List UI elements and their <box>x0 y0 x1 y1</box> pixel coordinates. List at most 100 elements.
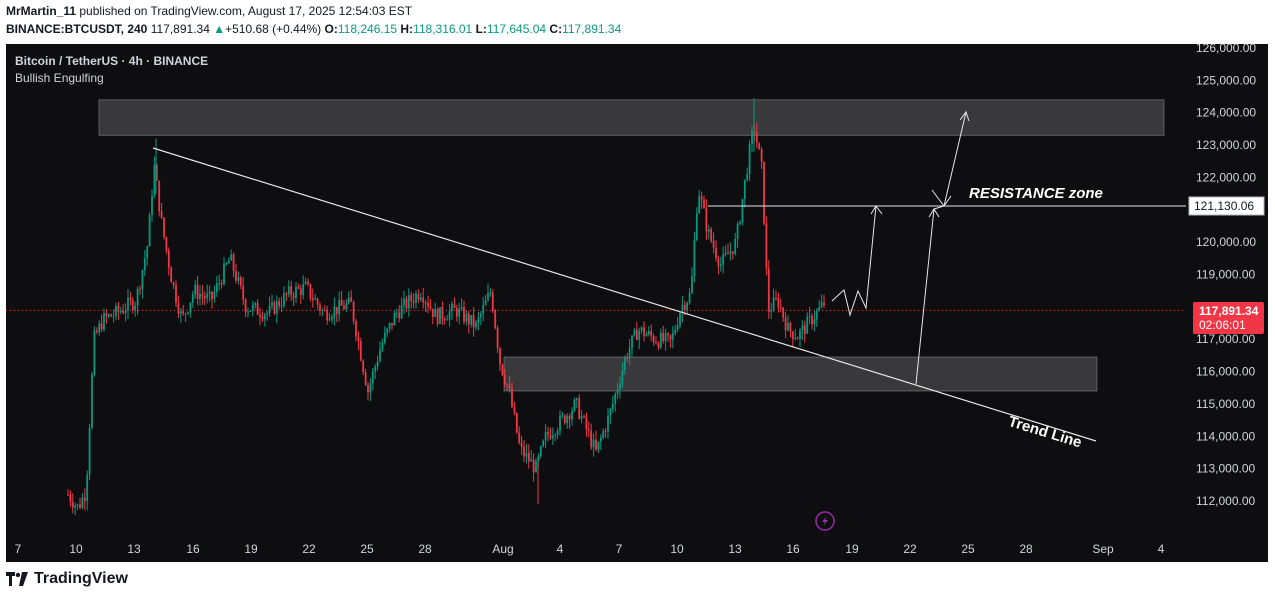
candle-body <box>669 335 672 340</box>
projection-path-1 <box>831 205 877 317</box>
candle-body <box>760 149 763 162</box>
candle-body <box>686 302 689 310</box>
candle-body <box>811 315 813 325</box>
candle-body <box>463 307 465 322</box>
candle-body <box>395 312 398 314</box>
candle-body <box>573 399 576 411</box>
candle-body <box>227 260 230 264</box>
candle-body <box>371 371 374 384</box>
candle-body <box>107 314 110 317</box>
candle-body <box>184 313 187 315</box>
price-tick-label: 120,000.00 <box>1196 235 1256 249</box>
candle-body <box>532 459 535 473</box>
candle-body <box>537 456 540 461</box>
candle-body <box>633 329 636 336</box>
candle-body <box>71 501 74 508</box>
candle-body <box>659 332 662 348</box>
candle-body <box>283 293 285 306</box>
candle-body <box>643 327 645 337</box>
candle-body <box>820 302 823 307</box>
author-name[interactable]: MrMartin_11 <box>6 4 77 18</box>
candle-body <box>386 328 389 333</box>
projection-path-1-arrow-b <box>931 189 952 207</box>
candle-body <box>316 298 319 305</box>
candle-body <box>715 247 717 259</box>
resistance-price-label: 121,130.06 <box>1194 199 1254 213</box>
candle-body <box>369 383 372 393</box>
projection-path-1-arrow <box>870 205 883 215</box>
candle-body <box>239 277 242 286</box>
time-tick-label: 16 <box>786 542 800 556</box>
candle-body <box>213 291 216 300</box>
candle-body <box>343 305 345 310</box>
candle-body <box>179 311 182 314</box>
indicator-label[interactable]: Bullish Engulfing <box>15 71 104 85</box>
time-tick-label: 7 <box>616 542 623 556</box>
candle-body <box>203 296 206 299</box>
candle-body <box>393 313 396 326</box>
candle-body <box>136 288 139 306</box>
chart-title[interactable]: Bitcoin / TetherUS · 4h · BINANCE <box>15 54 209 68</box>
candle-body <box>256 303 259 315</box>
candle-body <box>472 315 475 328</box>
candle-body <box>151 195 153 216</box>
price-chart[interactable]: RESISTANCE zone Trend Line 126,000.00 125… <box>6 44 1268 562</box>
projection-path-2-arrow <box>928 208 940 218</box>
price-tick-label: 117,000.00 <box>1196 332 1255 346</box>
candle-body <box>311 297 314 300</box>
price-tick-label: 113,000.00 <box>1196 462 1255 476</box>
candle-body <box>671 333 674 340</box>
candle-body <box>799 330 801 340</box>
candles-layer <box>67 98 825 516</box>
candle-body <box>443 318 446 320</box>
time-tick-label: 13 <box>728 542 742 556</box>
time-tick-label: 28 <box>418 542 432 556</box>
candle-body <box>748 144 751 174</box>
candle-body <box>208 291 211 294</box>
price-tick-label: 122,000.00 <box>1196 170 1256 184</box>
candle-body <box>501 364 504 375</box>
candle-body <box>427 302 429 307</box>
candle-body <box>777 298 780 308</box>
candle-body <box>705 208 708 232</box>
last-price-badge: 117,891.34 02:06:01 <box>1193 302 1264 334</box>
candle-body <box>664 333 667 342</box>
candle-body <box>367 384 369 393</box>
candle-body <box>755 131 758 143</box>
candle-body <box>139 288 141 290</box>
candle-body <box>163 217 165 238</box>
candle-body <box>647 331 650 335</box>
candle-body <box>112 315 115 317</box>
candle-body <box>506 383 509 385</box>
candle-body <box>441 307 444 319</box>
candle-body <box>743 179 746 199</box>
candle-body <box>400 305 403 319</box>
candle-body <box>251 304 254 311</box>
candle-body <box>131 300 134 311</box>
tradingview-footer[interactable]: TradingView <box>6 570 128 588</box>
candle-body <box>230 254 233 261</box>
candle-body <box>285 293 288 295</box>
candle-body <box>719 264 722 267</box>
candle-body <box>650 331 653 336</box>
candle-body <box>74 505 77 508</box>
candle-body <box>700 196 703 200</box>
candle-body <box>88 427 91 475</box>
time-tick-label: 7 <box>15 542 22 556</box>
candle-body <box>223 263 225 285</box>
projection-path-2-arrow-b <box>959 110 970 122</box>
high-value: 118,316.01 <box>413 22 473 36</box>
candle-body <box>731 251 734 254</box>
candle-body <box>683 304 686 310</box>
low-label: L: <box>475 22 487 36</box>
candle-body <box>153 164 156 196</box>
time-tick-label: 28 <box>1019 542 1033 556</box>
candle-body <box>681 304 684 313</box>
candle-body <box>513 406 516 413</box>
candle-body <box>635 329 638 340</box>
candle-body <box>83 497 86 501</box>
candle-body <box>309 284 312 298</box>
candle-body <box>590 430 593 448</box>
candle-body <box>609 408 612 416</box>
chart-canvas[interactable]: RESISTANCE zone Trend Line 126,000.00 125… <box>6 44 1268 562</box>
